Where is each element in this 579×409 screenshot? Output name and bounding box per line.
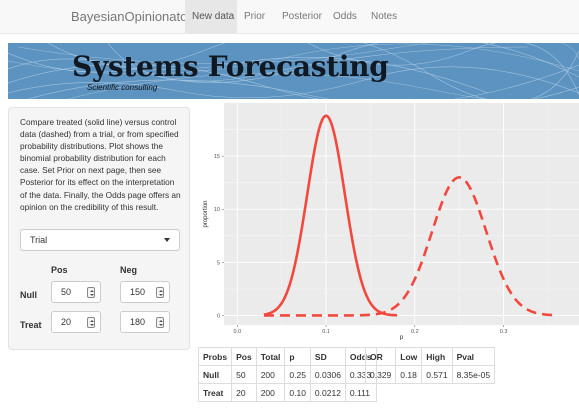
spinner-icon[interactable] — [156, 317, 164, 328]
select-value: Trial — [30, 235, 48, 245]
column-header: High — [421, 347, 453, 366]
plot-background — [224, 103, 579, 325]
brand-name[interactable]: BayesianOpinionator — [71, 9, 192, 24]
column-header: Low — [395, 347, 423, 366]
banner-title: Systems Forecasting — [72, 50, 389, 83]
description-text: Compare treated (solid line) versus cont… — [20, 117, 181, 212]
table-cell: 0.0306 — [309, 365, 346, 384]
grid-minor — [224, 103, 579, 325]
distribution-chart: 0.0 0.1 0.2 0.3 0 5 10 15 proportion p — [203, 103, 579, 340]
row-label-treat: Treat — [20, 320, 42, 330]
data-source-select[interactable]: Trial — [20, 229, 180, 251]
treat-pos-input[interactable]: 20 — [51, 311, 101, 333]
spinner-icon[interactable] — [87, 317, 95, 328]
odds-table: OR Low High Pval 0.329 0.18 0.571 8.35e-05 — [364, 347, 496, 384]
null-pos-input[interactable]: 50 — [51, 281, 101, 303]
control-series-line — [263, 176, 557, 317]
pos-header: Pos — [51, 265, 68, 275]
column-header: SD — [309, 347, 346, 366]
banner-subtitle: Scientific consulting — [87, 83, 158, 92]
header-banner: Systems Forecasting Scientific consultin… — [8, 43, 579, 99]
x-axis-label: p — [400, 334, 404, 340]
x-tick-label: 0.0 — [233, 329, 241, 335]
spinner-icon[interactable] — [156, 287, 164, 298]
column-header: Probs — [197, 347, 233, 366]
spinner-icon[interactable] — [87, 287, 95, 298]
table-row: Treat 20 200 0.10 0.0212 0.111 — [197, 383, 377, 402]
neg-header: Neg — [120, 265, 138, 275]
table-cell: 200 — [255, 383, 286, 402]
axis-ticks: 0.0 0.1 0.2 0.3 0 5 10 15 — [214, 154, 508, 335]
table-cell: 0.571 — [421, 365, 453, 384]
table-cell: 0.25 — [284, 365, 311, 384]
null-pos-value: 50 — [61, 287, 72, 297]
tab-new-data[interactable]: New data — [185, 0, 237, 34]
table-row: 0.329 0.18 0.571 8.35e-05 — [364, 365, 496, 384]
column-header: Pval — [451, 347, 496, 366]
table-row: Null 50 200 0.25 0.0306 0.333 — [197, 365, 377, 384]
tab-prior[interactable]: Prior — [244, 11, 266, 22]
table-cell: 0.18 — [395, 365, 423, 384]
grid-major — [224, 103, 579, 325]
banner-texture — [8, 43, 579, 99]
tab-notes[interactable]: Notes — [371, 11, 398, 22]
table-cell: 0.111 — [344, 383, 377, 402]
y-tick-label: 15 — [214, 154, 220, 160]
table-cell: 0.10 — [284, 383, 311, 402]
treated-series-line — [263, 114, 398, 317]
column-header: p — [284, 347, 311, 366]
treat-neg-value: 180 — [130, 317, 146, 327]
input-panel: Compare treated (solid line) versus cont… — [8, 107, 190, 350]
y-tick-label: 0 — [217, 313, 220, 319]
table-cell: 50 — [231, 365, 257, 384]
table-cell: 20 — [231, 383, 257, 402]
table-header-row: OR Low High Pval — [364, 347, 496, 366]
tab-posterior[interactable]: Posterior — [282, 11, 323, 22]
table-header-row: Probs Pos Total p SD Odds — [197, 347, 377, 366]
table-cell: Treat — [197, 383, 233, 402]
treat-pos-value: 20 — [61, 317, 72, 327]
x-tick-label: 0.3 — [500, 329, 508, 335]
null-neg-input[interactable]: 150 — [120, 281, 170, 303]
x-tick-label: 0.2 — [411, 329, 419, 335]
treat-neg-input[interactable]: 180 — [120, 311, 170, 333]
stats-table: Probs Pos Total p SD Odds Null 50 200 0.25 0.0306 0… — [197, 347, 377, 402]
table-cell: 8.35e-05 — [451, 365, 496, 384]
series-lines — [263, 114, 557, 317]
column-header: OR — [364, 347, 397, 366]
column-header: Total — [255, 347, 286, 366]
null-neg-value: 150 — [130, 287, 146, 297]
table-cell: 0.0212 — [309, 383, 346, 402]
column-header: Pos — [231, 347, 257, 366]
table-cell: 200 — [255, 365, 286, 384]
y-tick-label: 10 — [214, 207, 220, 213]
row-label-null: Null — [20, 290, 37, 300]
table-cell: 0.329 — [364, 365, 397, 384]
y-axis-label: proportion — [203, 200, 209, 227]
y-tick-label: 5 — [217, 260, 220, 266]
tab-odds[interactable]: Odds — [333, 11, 357, 22]
table-cell: Null — [197, 365, 233, 384]
navbar: BayesianOpinionator New data Prior Poste… — [0, 0, 579, 34]
x-tick-label: 0.1 — [322, 329, 330, 335]
chevron-down-icon — [164, 238, 170, 242]
